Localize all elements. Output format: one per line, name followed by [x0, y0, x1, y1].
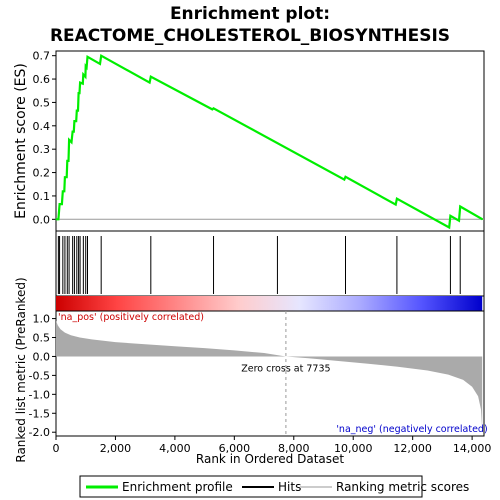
metric-y-tick-label: 1.0 — [33, 313, 51, 326]
es-profile-point — [77, 110, 79, 112]
x-tick-label: 6,000 — [219, 442, 251, 455]
metric-y-tick-label: -1.0 — [29, 388, 50, 401]
legend-label-ranking-metric: Ranking metric scores — [336, 480, 469, 494]
es-profile-point — [77, 92, 80, 94]
es-profile-point — [149, 81, 151, 84]
es-profile-point — [70, 141, 73, 143]
positive-correlation-label: 'na_pos' (positively correlated) — [58, 312, 204, 323]
es-profile-point — [64, 176, 66, 178]
es-profile-point — [62, 190, 64, 192]
es-profile-point — [73, 131, 75, 133]
chart-title-line1: Enrichment plot: — [170, 4, 330, 24]
x-axis: 0 2,000 4,000 6,000 8,000 10,000 12,000 14,000 — [53, 436, 492, 455]
metric-panel-frame — [55, 310, 485, 437]
x-tick-label: 14,000 — [453, 442, 492, 455]
es-profile-point — [66, 176, 68, 178]
ranking-heatmap-bar — [56, 296, 483, 311]
legend-label-enrichment-profile: Enrichment profile — [122, 480, 233, 494]
chart-title-line2: REACTOME_CHOLESTEROL_BIOSYNTHESIS — [50, 26, 450, 46]
es-profile-point — [344, 176, 347, 178]
es-profile-point — [212, 107, 215, 109]
ranking-metric-area — [56, 320, 483, 431]
es-profile-point — [150, 76, 152, 78]
es-profile-point — [61, 203, 63, 205]
es-profile-point — [67, 160, 70, 162]
es-profile-point — [449, 215, 452, 217]
x-axis-label: Rank in Ordered Dataset — [196, 452, 344, 466]
x-tick-label: 4,000 — [159, 442, 191, 455]
es-y-axis-label: Enrichment score (ES) — [13, 63, 29, 219]
negative-correlation-label: 'na_neg' (negatively correlated) — [336, 424, 487, 435]
metric-y-tick-label: 0.5 — [33, 332, 51, 345]
legend-label-hits: Hits — [278, 480, 301, 494]
es-profile-point — [481, 218, 484, 220]
enrichment-profile-points — [55, 55, 484, 229]
es-profile-point — [459, 205, 461, 208]
es-y-tick-label: 0.7 — [33, 50, 51, 63]
es-profile-point — [458, 220, 460, 222]
x-tick-label: 10,000 — [334, 442, 373, 455]
es-profile-point — [84, 76, 87, 78]
metric-y-axis-label: Ranked list metric (PreRanked) — [14, 277, 28, 462]
es-profile-point — [68, 139, 70, 141]
es-profile-point — [100, 55, 102, 57]
es-profile-point — [86, 66, 88, 68]
x-tick-label: 0 — [53, 442, 60, 455]
es-y-tick-label: 0.5 — [33, 96, 51, 109]
hits-panel-frame — [55, 230, 485, 297]
metric-y-tick-label: -0.5 — [29, 369, 50, 382]
es-y-tick-label: 0.3 — [33, 143, 51, 156]
zero-cross-label: Zero cross at 7735 — [241, 364, 330, 375]
es-profile-point — [57, 218, 59, 220]
es-y-axis: 0.0 0.1 0.2 0.3 0.4 0.5 0.6 0.7 — [33, 50, 56, 226]
x-tick-label: 8,000 — [278, 442, 310, 455]
es-y-tick-label: 0.0 — [33, 213, 51, 226]
es-y-tick-label: 0.2 — [33, 167, 51, 180]
es-profile-point — [85, 65, 87, 67]
es-profile-point — [79, 81, 81, 84]
es-profile-point — [395, 203, 397, 206]
es-profile-point — [86, 56, 89, 58]
es-profile-point — [99, 63, 101, 65]
x-tick-label: 12,000 — [393, 442, 432, 455]
es-profile-point — [82, 73, 84, 75]
metric-y-tick-label: -2.0 — [29, 426, 50, 439]
es-profile-point — [76, 110, 78, 112]
es-profile-point — [448, 226, 450, 229]
es-profile-point — [73, 120, 76, 122]
es-profile-point — [66, 160, 68, 162]
es-profile-point — [63, 190, 65, 192]
metric-y-tick-label: -1.5 — [29, 407, 50, 420]
es-y-tick-label: 0.1 — [33, 190, 51, 203]
es-profile-point — [72, 131, 74, 133]
es-profile-point — [211, 108, 213, 111]
es-y-tick-label: 0.4 — [33, 120, 51, 133]
es-profile-point — [396, 198, 398, 200]
es-profile-point — [82, 83, 84, 85]
es-profile-point — [75, 120, 77, 122]
es-profile-point — [58, 203, 61, 205]
metric-y-tick-label: 0.0 — [33, 350, 51, 363]
metric-y-axis: 1.0 0.5 0.0 -0.5 -1.0 -1.5 -2.0 — [29, 313, 56, 439]
x-tick-label: 2,000 — [100, 442, 132, 455]
es-profile-point — [343, 178, 345, 181]
es-panel-frame — [55, 50, 485, 232]
es-y-tick-label: 0.6 — [33, 73, 51, 86]
es-profile-point — [55, 218, 57, 220]
es-profile-point — [78, 92, 81, 94]
hit-markers — [57, 236, 461, 294]
